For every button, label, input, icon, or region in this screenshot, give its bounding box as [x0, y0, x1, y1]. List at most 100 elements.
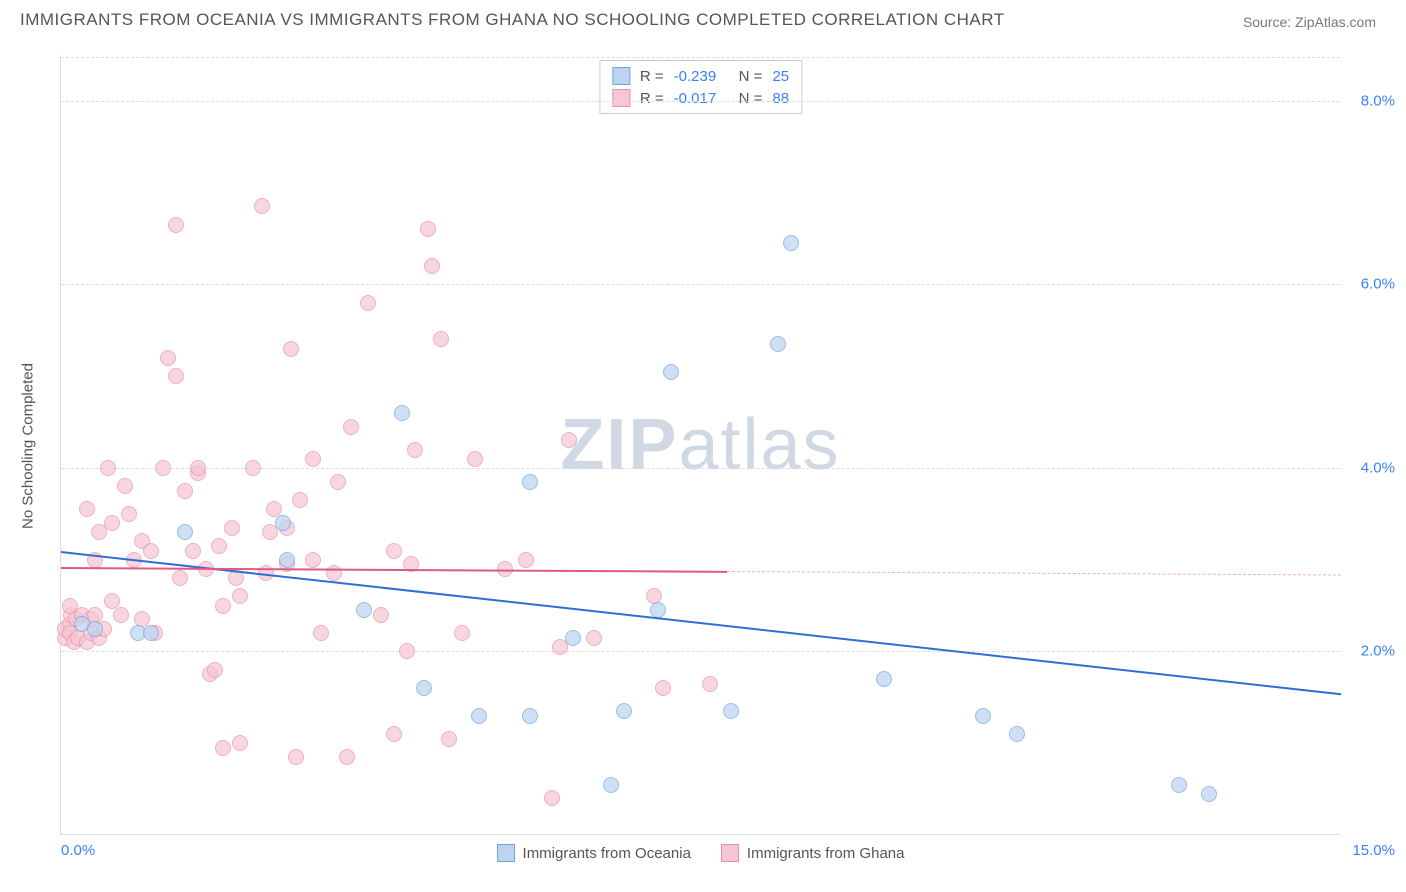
data-point — [416, 680, 432, 696]
data-point — [313, 625, 329, 641]
data-point — [433, 331, 449, 347]
stat-label: N = — [739, 68, 763, 85]
data-point — [373, 607, 389, 623]
data-point — [603, 777, 619, 793]
data-point — [100, 460, 116, 476]
stat-label: R = — [640, 68, 664, 85]
y-tick-label: 4.0% — [1345, 459, 1395, 476]
data-point — [702, 676, 718, 692]
data-point — [522, 474, 538, 490]
data-point — [232, 735, 248, 751]
stat-n-value: 88 — [772, 90, 789, 107]
data-point — [224, 520, 240, 536]
trend-line — [61, 567, 727, 573]
data-point — [215, 598, 231, 614]
trend-line — [727, 571, 1341, 576]
data-point — [245, 460, 261, 476]
gridline — [61, 284, 1340, 285]
watermark: ZIPatlas — [560, 404, 840, 486]
y-axis-label: No Schooling Completed — [20, 363, 37, 529]
x-tick-label: 15.0% — [1352, 842, 1395, 859]
stat-n-value: 25 — [772, 68, 789, 85]
data-point — [87, 621, 103, 637]
data-point — [215, 740, 231, 756]
y-tick-label: 8.0% — [1345, 92, 1395, 109]
data-point — [79, 501, 95, 517]
data-point — [424, 258, 440, 274]
y-tick-label: 2.0% — [1345, 643, 1395, 660]
data-point — [190, 460, 206, 476]
legend-swatch — [497, 844, 515, 862]
data-point — [177, 524, 193, 540]
data-point — [386, 726, 402, 742]
source-label: Source: ZipAtlas.com — [1243, 14, 1376, 30]
data-point — [561, 432, 577, 448]
data-point — [356, 602, 372, 618]
legend-item: Immigrants from Ghana — [721, 844, 905, 862]
data-point — [1201, 786, 1217, 802]
gridline — [61, 57, 1340, 58]
data-point — [770, 336, 786, 352]
data-point — [232, 588, 248, 604]
data-point — [783, 235, 799, 251]
stats-legend: R =-0.239N =25R =-0.017N =88 — [599, 60, 802, 114]
data-point — [1171, 777, 1187, 793]
legend-item: Immigrants from Oceania — [497, 844, 691, 862]
data-point — [420, 221, 436, 237]
x-tick-label: 0.0% — [61, 842, 95, 859]
data-point — [586, 630, 602, 646]
data-point — [279, 552, 295, 568]
data-point — [616, 703, 632, 719]
data-point — [143, 625, 159, 641]
data-point — [360, 295, 376, 311]
stats-row: R =-0.239N =25 — [608, 65, 793, 87]
plot-area: ZIPatlas R =-0.239N =25R =-0.017N =88 Im… — [60, 55, 1340, 835]
data-point — [441, 731, 457, 747]
data-point — [113, 607, 129, 623]
data-point — [723, 703, 739, 719]
data-point — [655, 680, 671, 696]
data-point — [283, 341, 299, 357]
data-point — [155, 460, 171, 476]
data-point — [1009, 726, 1025, 742]
data-point — [876, 671, 892, 687]
data-point — [143, 543, 159, 559]
chart-title: IMMIGRANTS FROM OCEANIA VS IMMIGRANTS FR… — [20, 10, 1005, 30]
data-point — [663, 364, 679, 380]
data-point — [168, 368, 184, 384]
data-point — [330, 474, 346, 490]
data-point — [471, 708, 487, 724]
gridline — [61, 101, 1340, 102]
data-point — [975, 708, 991, 724]
data-point — [275, 515, 291, 531]
data-point — [207, 662, 223, 678]
data-point — [177, 483, 193, 499]
data-point — [292, 492, 308, 508]
stat-label: R = — [640, 90, 664, 107]
data-point — [467, 451, 483, 467]
data-point — [407, 442, 423, 458]
data-point — [254, 198, 270, 214]
data-point — [160, 350, 176, 366]
data-point — [305, 552, 321, 568]
data-point — [343, 419, 359, 435]
stat-r-value: -0.017 — [674, 90, 729, 107]
data-point — [454, 625, 470, 641]
data-point — [117, 478, 133, 494]
data-point — [394, 405, 410, 421]
data-point — [399, 643, 415, 659]
legend-label: Immigrants from Ghana — [747, 845, 905, 862]
data-point — [172, 570, 188, 586]
stats-row: R =-0.017N =88 — [608, 87, 793, 109]
data-point — [339, 749, 355, 765]
data-point — [104, 515, 120, 531]
data-point — [386, 543, 402, 559]
gridline — [61, 651, 1340, 652]
y-tick-label: 6.0% — [1345, 276, 1395, 293]
data-point — [121, 506, 137, 522]
data-point — [544, 790, 560, 806]
data-point — [168, 217, 184, 233]
data-point — [305, 451, 321, 467]
data-point — [288, 749, 304, 765]
legend-swatch — [721, 844, 739, 862]
